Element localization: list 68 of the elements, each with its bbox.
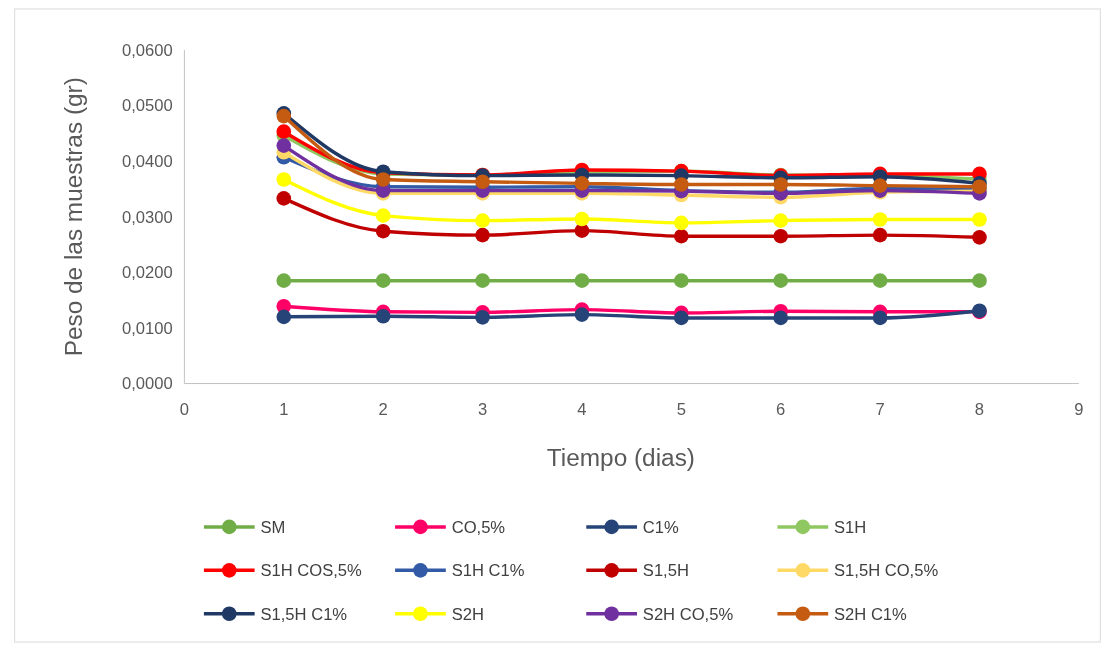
point [773,228,789,244]
point [375,308,391,324]
point [674,273,689,288]
point [674,177,689,192]
legend-label: S2H C1% [834,604,908,624]
point [872,310,888,326]
point [674,228,689,244]
x-tick-label: 5 [676,399,686,419]
legend-label: S1H COS,5% [260,561,363,581]
point [574,273,590,288]
legend-label: C1% [642,517,680,537]
point [674,310,689,326]
point [276,273,292,288]
point [972,273,987,288]
point [872,212,888,227]
point [375,208,391,223]
x-tick-label: 8 [974,399,985,419]
point [475,273,490,288]
point [773,310,789,326]
legend-label: S1H [834,517,867,537]
point [574,307,590,322]
x-tick-label: 0 [179,399,190,419]
point [276,138,292,153]
point [972,230,987,245]
point [375,223,391,239]
y-tick-label: 0,0300 [121,207,173,227]
x-axis-title: Tiempo (dias) [546,444,695,472]
y-tick-label: 0,0600 [121,40,173,60]
y-tick-label: 0,0100 [121,318,173,338]
point [972,212,987,227]
x-tick-label: 2 [378,399,388,419]
legend-label: S1,5H [642,561,689,581]
legend-label: S1,5H CO,5% [834,561,939,581]
point [574,211,590,227]
point [773,273,789,288]
x-tick-label: 6 [776,399,786,419]
y-tick-label: 0,0000 [121,374,173,394]
point [375,273,391,288]
x-tick-label: 4 [577,399,587,419]
legend-label: S2H CO,5% [642,604,734,624]
point [872,227,888,243]
point [475,227,490,243]
legend-label: CO,5% [451,517,506,537]
y-tick-label: 0,0500 [121,96,173,116]
x-tick-label: 7 [875,399,885,419]
point [773,177,789,192]
legend-label: S1H C1% [451,561,525,581]
point [276,191,292,206]
point [475,174,490,190]
point [574,176,590,191]
legend-label: S2H [451,604,484,624]
point [872,273,888,288]
y-axis-title: Peso de las muestras (gr) [59,77,87,357]
point [276,124,292,139]
legend-label: S1,5H C1% [260,604,348,624]
point [276,172,292,187]
point [475,213,490,228]
point [375,172,391,187]
y-tick-label: 0,0200 [121,263,173,283]
point [773,213,789,228]
x-tick-label: 1 [279,399,289,419]
point [674,215,689,231]
x-tick-label: 9 [1074,399,1084,419]
y-tick-label: 0,0400 [121,151,173,171]
point [276,309,292,325]
x-tick-label: 3 [477,399,488,419]
point [475,310,490,325]
legend-label: SM [260,517,286,537]
